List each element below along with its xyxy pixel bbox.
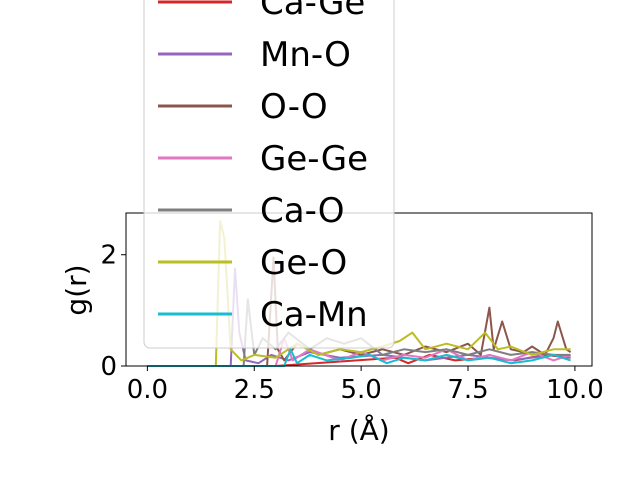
x-axis-label: r (Å) bbox=[328, 413, 389, 447]
legend-label-ca-o: Ca-O bbox=[260, 191, 345, 231]
x-tick-label: 0.0 bbox=[127, 375, 168, 405]
series-line-ca-mn bbox=[147, 348, 571, 367]
y-axis-ticks: 02 bbox=[100, 241, 126, 382]
legend-label-mn-o: Mn-O bbox=[260, 35, 351, 75]
legend-label-ca-mn: Ca-Mn bbox=[260, 295, 368, 335]
y-tick-label: 2 bbox=[100, 241, 117, 271]
x-tick-label: 2.5 bbox=[234, 375, 275, 405]
x-tick-label: 7.5 bbox=[447, 375, 488, 405]
y-tick-label: 0 bbox=[100, 352, 117, 382]
legend: Ca-Ge Mn-O O-O Ge-Ge Ca-O Ge-O Ca-Mn bbox=[143, 0, 395, 349]
x-tick-label: 10.0 bbox=[546, 375, 604, 405]
legend-label-o-o: O-O bbox=[260, 87, 328, 127]
legend-label-ge-o: Ge-O bbox=[260, 243, 347, 283]
legend-label-ge-ge: Ge-Ge bbox=[260, 139, 368, 179]
x-axis-ticks: 0.0 2.5 5.0 7.5 10.0 bbox=[127, 366, 604, 405]
legend-label-ca-ge: Ca-Ge bbox=[260, 0, 365, 23]
x-tick-label: 5.0 bbox=[340, 375, 381, 405]
y-axis-label: g(r) bbox=[60, 264, 93, 315]
